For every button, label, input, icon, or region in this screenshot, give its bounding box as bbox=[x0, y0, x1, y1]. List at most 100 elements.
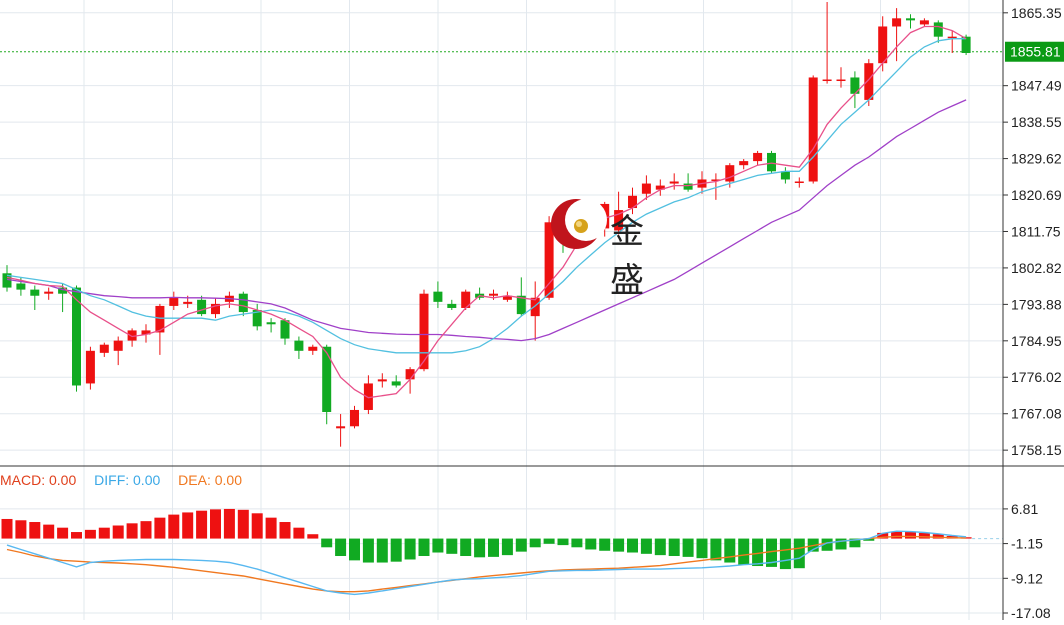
macd-histogram-bar bbox=[599, 538, 611, 551]
macd-histogram-bar bbox=[627, 538, 638, 553]
macd-histogram-bar bbox=[640, 538, 652, 554]
macd-histogram-bar bbox=[390, 538, 402, 562]
macd-histogram-bar bbox=[154, 517, 166, 539]
candle-body bbox=[58, 287, 68, 294]
macd-histogram-bar bbox=[932, 534, 944, 539]
candle-body bbox=[433, 291, 443, 302]
price-tick-label: 1758.15 bbox=[1011, 442, 1062, 458]
macd-histogram-bar bbox=[877, 532, 889, 539]
candle-body bbox=[530, 297, 540, 317]
macd-histogram-bar bbox=[376, 538, 388, 563]
macd-histogram-bar bbox=[265, 517, 277, 539]
dea-line bbox=[6, 535, 967, 593]
macd-tick-label: -9.12 bbox=[1011, 570, 1043, 586]
candle-body bbox=[836, 79, 846, 82]
macd-histogram-bar bbox=[793, 538, 805, 569]
candle-body bbox=[919, 20, 929, 25]
macd-legend: MACD: 0.00 DIFF: 0.00 DEA: 0.00 bbox=[0, 471, 256, 489]
macd-histogram-bar bbox=[1, 518, 13, 539]
price-tick-label: 1784.95 bbox=[1011, 333, 1062, 349]
macd-histogram-bar bbox=[182, 512, 194, 539]
macd-histogram-bar bbox=[529, 538, 541, 548]
price-tick-label: 1767.08 bbox=[1011, 406, 1062, 422]
price-tick-label: 1802.82 bbox=[1011, 260, 1062, 276]
candle-body bbox=[906, 18, 915, 21]
candle-body bbox=[419, 293, 429, 370]
brand-logo-text: 金 盛 bbox=[610, 212, 654, 301]
macd-histogram-bar bbox=[112, 525, 124, 539]
candle-body bbox=[822, 79, 832, 82]
macd-histogram-bar bbox=[84, 529, 96, 539]
candle-body bbox=[711, 179, 721, 181]
candle-body bbox=[280, 320, 290, 339]
candle-body bbox=[461, 291, 471, 308]
candle-body bbox=[72, 287, 81, 386]
diff-value-label: DIFF: 0.00 bbox=[94, 472, 161, 488]
macd-histogram-bar bbox=[585, 538, 597, 550]
macd-histogram-bar bbox=[210, 509, 221, 539]
macd-histogram-bar bbox=[849, 538, 861, 548]
macd-histogram-bar bbox=[404, 538, 416, 560]
macd-histogram-bar bbox=[654, 538, 666, 556]
macd-histogram-bar bbox=[57, 527, 69, 539]
brand-logo: 金 盛 bbox=[548, 196, 708, 301]
candle-body bbox=[516, 295, 526, 315]
candle-body bbox=[44, 291, 54, 294]
candle-body bbox=[878, 26, 888, 64]
macd-histogram-bar bbox=[279, 522, 291, 539]
macd-histogram-bar bbox=[43, 524, 55, 539]
candle-body bbox=[155, 305, 165, 333]
macd-tick-label: -1.15 bbox=[1011, 536, 1043, 552]
macd-histogram-bar bbox=[15, 520, 27, 539]
candle-body bbox=[336, 426, 346, 429]
candle-body bbox=[502, 295, 512, 300]
macd-histogram-bar bbox=[905, 532, 916, 539]
macd-histogram-bar bbox=[696, 538, 708, 559]
macd-histogram-bar bbox=[488, 538, 499, 557]
macd-histogram-bar bbox=[501, 538, 513, 556]
candle-body bbox=[641, 183, 651, 194]
candle-body bbox=[489, 293, 498, 296]
candle-body bbox=[377, 379, 387, 382]
candle-body bbox=[767, 152, 776, 172]
current-price-tag bbox=[1005, 41, 1064, 62]
candle-body bbox=[16, 283, 26, 290]
candle-body bbox=[30, 289, 40, 296]
macd-tick-label: -17.08 bbox=[1011, 605, 1051, 620]
macd-histogram-bar bbox=[168, 514, 180, 539]
candle-body bbox=[197, 299, 207, 315]
macd-histogram-bar bbox=[515, 538, 527, 552]
current-price-label: 1855.81 bbox=[1010, 44, 1061, 60]
macd-histogram-bar bbox=[710, 538, 722, 561]
macd-histogram-bar bbox=[418, 538, 430, 557]
macd-histogram-bar bbox=[140, 521, 152, 539]
ma-fast-line bbox=[6, 25, 967, 399]
candle-body bbox=[350, 409, 359, 427]
candle-body bbox=[808, 77, 818, 182]
candle-body bbox=[127, 330, 137, 341]
candle-body bbox=[363, 383, 373, 410]
price-tick-label: 1865.35 bbox=[1011, 5, 1062, 21]
candle-body bbox=[141, 330, 151, 335]
price-tick-label: 1811.75 bbox=[1011, 223, 1061, 239]
candle-body bbox=[739, 161, 749, 166]
macd-histogram-bar bbox=[432, 538, 444, 553]
macd-histogram-bar bbox=[891, 531, 903, 539]
ma-slow-line bbox=[6, 99, 967, 342]
candle-body bbox=[2, 273, 12, 288]
macd-histogram-bar bbox=[251, 513, 263, 539]
candle-body bbox=[614, 210, 624, 231]
macd-histogram-bar bbox=[821, 538, 833, 551]
dea-value-label: DEA: 0.00 bbox=[178, 472, 242, 488]
macd-value-label: MACD: 0.00 bbox=[0, 472, 77, 488]
macd-histogram-bar bbox=[918, 532, 930, 539]
macd-histogram-bar bbox=[126, 523, 138, 539]
price-tick-label: 1847.49 bbox=[1011, 78, 1062, 94]
candle-body bbox=[669, 181, 679, 184]
macd-histogram-bar bbox=[474, 538, 486, 558]
candle-body bbox=[864, 63, 874, 100]
candle-body bbox=[85, 350, 95, 384]
macd-histogram-bar bbox=[223, 508, 235, 539]
macd-histogram-bar bbox=[196, 510, 208, 539]
